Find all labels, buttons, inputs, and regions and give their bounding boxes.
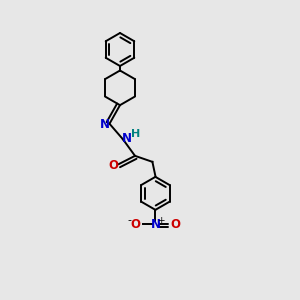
- Text: O: O: [109, 159, 119, 172]
- Text: -: -: [128, 215, 132, 225]
- Text: +: +: [157, 216, 165, 224]
- Text: O: O: [130, 218, 141, 231]
- Text: N: N: [100, 118, 110, 131]
- Text: O: O: [170, 218, 180, 231]
- Text: N: N: [122, 132, 132, 145]
- Text: N: N: [150, 218, 161, 231]
- Text: H: H: [131, 129, 140, 139]
